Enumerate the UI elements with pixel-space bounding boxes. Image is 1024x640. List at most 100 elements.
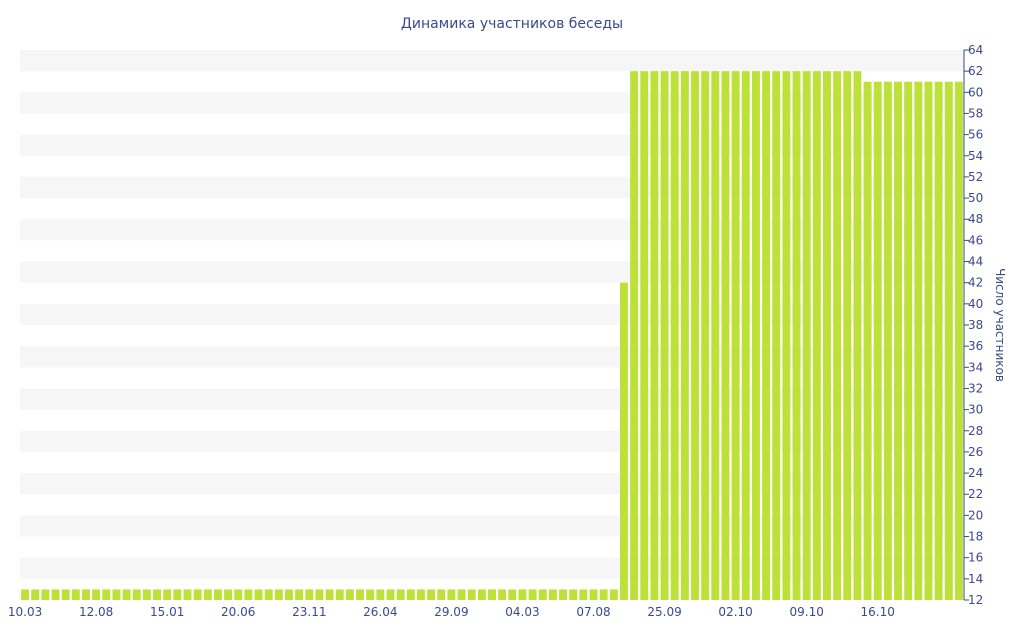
grid-band (20, 515, 964, 537)
y-axis: 12 14 16 18 20 22 24 26 28 30 32 34 36 38 40 42 44 46 48 50… (963, 43, 983, 607)
bar (71, 589, 80, 600)
bar (569, 589, 578, 600)
bar (731, 71, 740, 600)
bar (498, 589, 507, 600)
grid-band (20, 430, 964, 452)
bar (691, 71, 699, 600)
grid-bands (20, 50, 964, 579)
bar (589, 589, 598, 600)
bar (701, 71, 710, 600)
bar (274, 589, 283, 600)
bar (823, 71, 831, 600)
x-tick-label: 25.09 (647, 605, 681, 619)
y-axis-label: Число участников (993, 268, 1007, 382)
y-tick-label: 48 (968, 212, 983, 226)
y-tick-label: 20 (968, 508, 983, 522)
bar (924, 81, 933, 601)
bar (833, 71, 842, 600)
bar (224, 589, 233, 600)
bar (751, 71, 760, 600)
bar (670, 71, 679, 600)
bar (579, 589, 588, 600)
bar (213, 589, 222, 600)
bar (366, 589, 375, 600)
bar (376, 589, 385, 600)
bar (894, 81, 902, 601)
x-tick-label: 15.01 (150, 605, 184, 619)
bar (142, 589, 151, 600)
x-tick-label: 04.03 (505, 605, 539, 619)
bar (538, 589, 547, 600)
bar (244, 589, 253, 600)
bar (650, 71, 659, 600)
bar (61, 589, 70, 600)
y-tick-label: 42 (968, 276, 983, 290)
x-tick-label: 07.08 (576, 605, 610, 619)
bar (599, 589, 608, 600)
y-tick-label: 12 (968, 593, 983, 607)
bar (82, 589, 90, 600)
x-tick-label: 20.06 (221, 605, 255, 619)
bar (812, 71, 821, 600)
bar (345, 589, 354, 600)
bar (41, 589, 50, 600)
bar (295, 589, 304, 600)
bar (680, 71, 689, 600)
bar (31, 589, 40, 600)
y-tick-label: 54 (968, 149, 983, 163)
bar (416, 589, 425, 600)
x-tick-label: 09.10 (789, 605, 823, 619)
bar (406, 589, 415, 600)
y-tick-label: 16 (968, 551, 983, 565)
bar (477, 589, 486, 600)
x-tick-label: 23.11 (292, 605, 326, 619)
y-tick-label: 50 (968, 191, 983, 205)
bar (173, 589, 182, 600)
x-axis: 10.03 12.08 15.01 20.06 23.11 26.04 29.09 04.03… (8, 605, 895, 619)
bar (792, 71, 801, 600)
grid-band (20, 388, 964, 410)
bar (488, 589, 496, 600)
bar (741, 71, 750, 600)
x-tick-label: 16.10 (861, 605, 895, 619)
y-tick-label: 64 (968, 43, 983, 57)
grid-band (20, 346, 964, 368)
y-tick-label: 30 (968, 403, 983, 417)
y-tick-label: 36 (968, 339, 983, 353)
bars-group (21, 71, 963, 601)
y-tick-label: 46 (968, 233, 983, 247)
bar (883, 81, 892, 601)
grid-band (20, 50, 964, 72)
bar (183, 589, 192, 600)
bar (21, 589, 30, 600)
bar (843, 71, 852, 600)
bar (396, 589, 405, 600)
bar (427, 589, 436, 600)
bar (122, 589, 131, 600)
x-tick-label: 10.03 (8, 605, 42, 619)
bar (914, 81, 923, 601)
bar (609, 589, 618, 600)
grid-band (20, 219, 964, 241)
y-tick-label: 26 (968, 445, 983, 459)
bar (559, 589, 568, 600)
bar (285, 589, 293, 600)
y-tick-label: 40 (968, 297, 983, 311)
bar (640, 71, 649, 600)
y-tick-label: 24 (968, 466, 983, 480)
grid-band (20, 261, 964, 283)
bar (386, 589, 395, 600)
y-tick-label: 52 (968, 170, 983, 184)
bar (163, 589, 172, 600)
bar (254, 589, 263, 600)
bar (112, 589, 121, 600)
grid-band (20, 557, 964, 579)
bar (102, 589, 111, 600)
bar (620, 282, 628, 600)
bar (437, 589, 446, 600)
y-tick-label: 56 (968, 128, 983, 142)
bar (873, 81, 882, 601)
bar (528, 589, 537, 600)
